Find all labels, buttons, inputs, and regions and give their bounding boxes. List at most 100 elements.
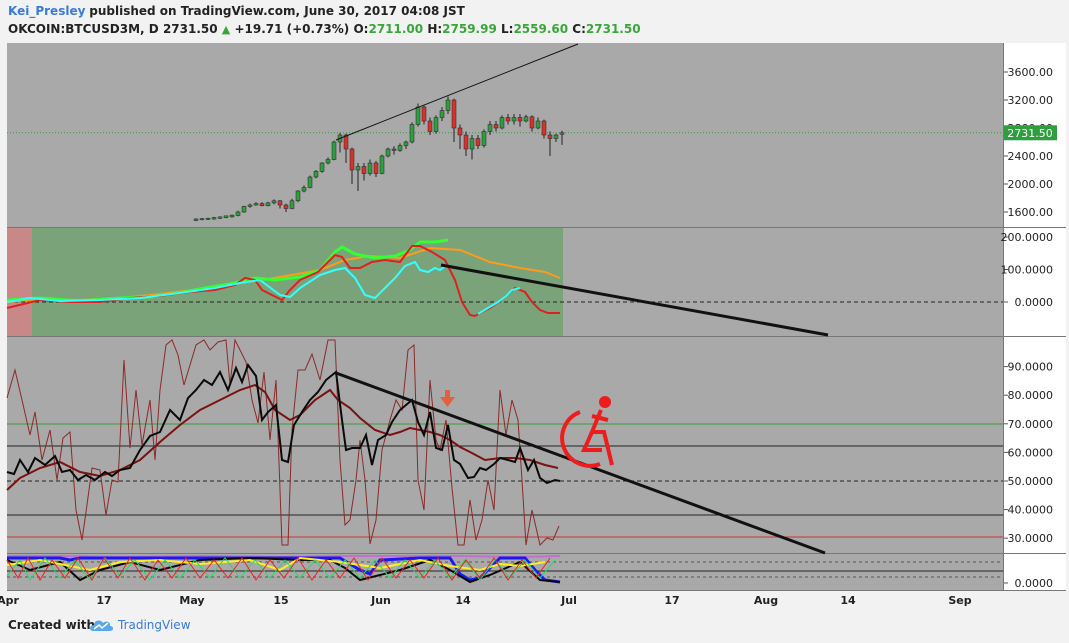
open-value: 2711.00 [368,22,424,36]
time-axis-label: 14 [455,594,471,607]
osc1-cyan-line-2 [477,287,521,315]
candle-body [481,131,487,146]
candle-body [559,132,565,135]
candle-body [199,218,205,220]
candle-body [403,141,409,146]
osc1-axis-ticks: 200.0000 100.0000 0.0000 [1001,231,1054,309]
osc2-axis-tick-label: 70.0000 [1008,418,1054,431]
candle-body [439,110,445,118]
close-label: C: [572,22,586,36]
price-pane[interactable] [7,43,1003,227]
candle-body [463,134,469,150]
osc1-axis-tick-label: 100.0000 [1001,264,1054,277]
osc1-cyan-line [6,260,448,303]
wheelchair-icon [560,396,614,468]
tradingview-cloud-icon[interactable] [88,617,114,635]
candle-body [193,218,199,221]
candle-body [217,216,223,219]
high-label: H: [427,22,443,36]
candle-body [517,117,523,122]
candle-body [247,204,253,207]
osc3-axis-ticks: 0.0000 [1004,577,1053,590]
price-axis-tick-label: 2400.00 [1008,150,1054,163]
osc1-axis-tick-label: 200.0000 [1001,231,1054,244]
candle-body [229,214,235,218]
candle-body [295,190,301,202]
published-text: published on TradingView.com, June 30, 2… [89,4,465,18]
symbol-name: OKCOIN:BTCUSD3M, D [8,22,159,36]
candle-body [499,117,505,129]
chart-area[interactable]: 3600.003200.002800.002400.002000.001600.… [0,40,1069,610]
publish-line: Kei_Presley published on TradingView.com… [8,4,465,18]
chart-header: Kei_Presley published on TradingView.com… [8,3,1063,39]
author-link[interactable]: Kei_Presley [8,4,86,18]
up-arrow-icon: ▲ [221,23,231,36]
candle-body [553,134,559,139]
time-axis-label: Jun [370,594,391,607]
candle-body [409,124,415,143]
candle-body [271,200,277,204]
created-with-text: Created with [8,618,96,632]
osc2-axis-tick-label: 90.0000 [1008,361,1054,374]
low-value: 2559.60 [513,22,569,36]
candle-body [391,148,397,151]
candle-body [319,162,325,172]
price-axis-tick-label: 3600.00 [1008,66,1054,79]
time-axis-label: Sep [948,594,971,607]
candle-body [529,116,535,129]
candle-body [385,148,391,157]
osc2-axis-ticks: 90.0000 80.0000 70.0000 60.0000 50.0000 40.00… [1004,361,1054,545]
candle-body [349,148,355,171]
candle-body [523,116,529,122]
time-axis-label: 17 [96,594,111,607]
candle-body [355,166,361,171]
oscillator2-pane[interactable] [7,337,1003,553]
footer: Created with TradingView [8,617,408,637]
candle-body [277,200,283,206]
bearish-zone [7,228,32,336]
candle-body [379,155,385,174]
candle-body [373,162,379,174]
osc3-axis-tick-label: 0.0000 [1015,577,1054,590]
candle-body [301,187,307,192]
tradingview-link[interactable]: TradingView [118,618,191,632]
last-price-badge [1004,125,1057,141]
candle-body [415,106,421,125]
candle-body [427,120,433,132]
time-axis-label: Aug [754,594,778,607]
candle-body [253,203,259,206]
symbol-line: OKCOIN:BTCUSD3M, D 2731.50 ▲ +19.71 (+0.… [8,22,641,36]
osc2-main-line [6,362,561,485]
price-axis-tick-label: 2000.00 [1008,178,1054,191]
candle-body [547,134,553,139]
candlestick-series [193,96,565,222]
arrow-down-marker-icon [440,390,455,407]
candle-body [343,134,349,150]
price-axis-tick-label: 3200.00 [1008,94,1054,107]
time-axis-label: 17 [664,594,679,607]
candle-body [511,117,517,122]
candle-body [259,203,265,206]
osc1-down-trendline[interactable] [440,263,829,337]
candle-body [457,127,463,136]
last-price-badge-label: 2731.50 [1007,127,1053,140]
candle-body [451,99,457,129]
osc3-red-line [6,556,551,582]
candle-body [211,217,217,220]
candle-body [313,171,319,178]
last-price: 2731.50 [162,22,218,36]
candle-body [367,162,373,174]
candle-body [475,138,481,146]
osc2-axis-tick-label: 40.0000 [1008,504,1054,517]
candle-body [325,159,331,164]
candle-body [397,145,403,151]
high-value: 2759.99 [442,22,497,36]
osc2-ma-line [6,383,559,491]
osc2-axis-tick-label: 60.0000 [1008,446,1054,459]
candle-body [433,117,439,132]
candle-body [541,120,547,136]
time-axis-label: Apr [0,594,19,607]
open-label: O: [353,22,369,36]
price-upper-trendline[interactable] [335,43,579,141]
time-axis-label: May [179,594,204,607]
